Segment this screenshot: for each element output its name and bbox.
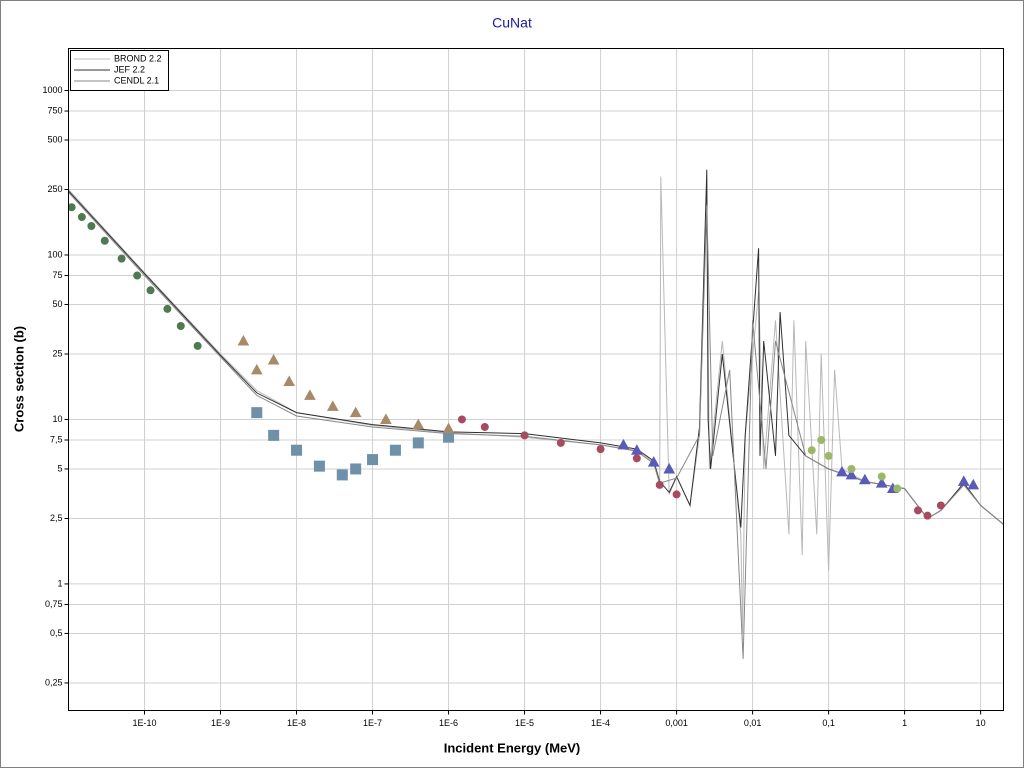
data-point xyxy=(87,222,96,231)
plot-border xyxy=(68,48,1004,711)
y-tick-label: 1000 xyxy=(42,85,62,95)
data-point xyxy=(163,304,172,313)
data-point xyxy=(663,462,676,474)
data-point xyxy=(817,435,826,444)
data-point xyxy=(967,478,980,490)
x-tick-label: 0,01 xyxy=(744,718,762,728)
y-tick-label: 500 xyxy=(47,134,62,144)
data-point xyxy=(859,473,871,485)
data-point xyxy=(304,389,316,400)
data-point xyxy=(520,431,529,440)
series-line xyxy=(68,192,1004,659)
data-point xyxy=(412,437,424,449)
x-tick-label: 1E-9 xyxy=(211,718,230,728)
data-point xyxy=(893,484,902,493)
data-point xyxy=(630,444,643,455)
data-point xyxy=(936,501,945,510)
data-point xyxy=(367,454,379,466)
chart-title: CuNat xyxy=(492,15,532,31)
y-tick-label: 750 xyxy=(47,105,62,115)
y-tick-label: 0,25 xyxy=(45,677,63,687)
data-point xyxy=(480,422,489,431)
x-tick-label: 1E-7 xyxy=(363,718,382,728)
x-axis-label: Incident Energy (MeV) xyxy=(444,740,581,755)
data-point xyxy=(875,477,888,488)
data-point xyxy=(117,254,126,263)
y-tick-label: 25 xyxy=(52,348,62,358)
data-point xyxy=(457,415,466,424)
data-point xyxy=(77,213,86,222)
data-point xyxy=(146,286,155,295)
data-point xyxy=(250,363,263,375)
x-tick-label: 0,1 xyxy=(822,718,835,728)
data-point xyxy=(349,406,362,418)
y-tick-label: 250 xyxy=(47,184,62,194)
data-point xyxy=(133,271,142,280)
plot xyxy=(68,169,1004,659)
data-point xyxy=(267,353,280,365)
data-point xyxy=(847,464,856,473)
data-point xyxy=(556,438,565,447)
grid: 1E-10 1E-9 1E-8 1E-7 1E-6 1E-5 1E-4 0,001 0,01 0,… xyxy=(42,48,1004,728)
x-tick-label: 1 xyxy=(902,718,907,728)
data-point xyxy=(807,446,816,455)
y-tick-label: 50 xyxy=(52,299,62,309)
data-point xyxy=(291,444,303,456)
data-point xyxy=(193,341,202,350)
data-point xyxy=(336,469,348,481)
data-point xyxy=(632,454,641,463)
data-point xyxy=(877,472,886,481)
y-tick-label: 10 xyxy=(52,414,62,424)
data-point xyxy=(647,456,660,467)
data-point xyxy=(268,429,280,441)
data-point xyxy=(237,334,250,346)
data-point xyxy=(913,506,922,515)
x-tick-label: 0,001 xyxy=(665,718,688,728)
x-tick-label: 1E-6 xyxy=(439,718,458,728)
data-point xyxy=(412,418,425,430)
data-point xyxy=(380,413,392,424)
data-point xyxy=(824,451,833,460)
data-point xyxy=(442,422,455,434)
y-tick-label: 5 xyxy=(57,463,62,473)
data-point xyxy=(655,480,664,489)
data-point xyxy=(389,444,401,456)
data-point xyxy=(836,465,848,477)
data-point xyxy=(176,321,185,330)
x-tick-label: 10 xyxy=(976,718,986,728)
data-point xyxy=(326,400,339,411)
y-tick-label: 7,5 xyxy=(50,434,63,444)
x-tick-label: 1E-10 xyxy=(132,718,156,728)
legend-label: CENDL 2.1 xyxy=(114,75,159,85)
data-point xyxy=(68,203,76,212)
y-axis-label: Cross section (b) xyxy=(11,326,26,432)
data-point xyxy=(845,468,858,480)
x-tick-label: 1E-5 xyxy=(515,718,534,728)
data-point xyxy=(350,463,362,475)
legend-label: JEF 2.2 xyxy=(114,64,145,74)
y-tick-label: 100 xyxy=(47,249,62,259)
x-tick-label: 1E-8 xyxy=(287,718,306,728)
data-point xyxy=(957,475,970,486)
y-tick-label: 75 xyxy=(52,270,62,280)
data-point xyxy=(923,511,932,520)
legend-label: BROND 2.2 xyxy=(114,53,162,63)
data-point xyxy=(617,438,630,450)
y-tick-label: 0,5 xyxy=(50,628,63,638)
series-line xyxy=(68,176,1004,634)
data-point xyxy=(100,236,109,245)
data-point xyxy=(313,460,325,472)
data-point xyxy=(251,407,263,419)
y-tick-label: 2,5 xyxy=(50,513,63,523)
data-point xyxy=(283,375,296,387)
data-point xyxy=(672,490,681,499)
data-point xyxy=(443,431,455,443)
data-point xyxy=(596,445,605,454)
y-tick-label: 0,75 xyxy=(45,599,63,609)
x-tick-label: 1E-4 xyxy=(591,718,610,728)
y-tick-label: 1 xyxy=(57,578,62,588)
